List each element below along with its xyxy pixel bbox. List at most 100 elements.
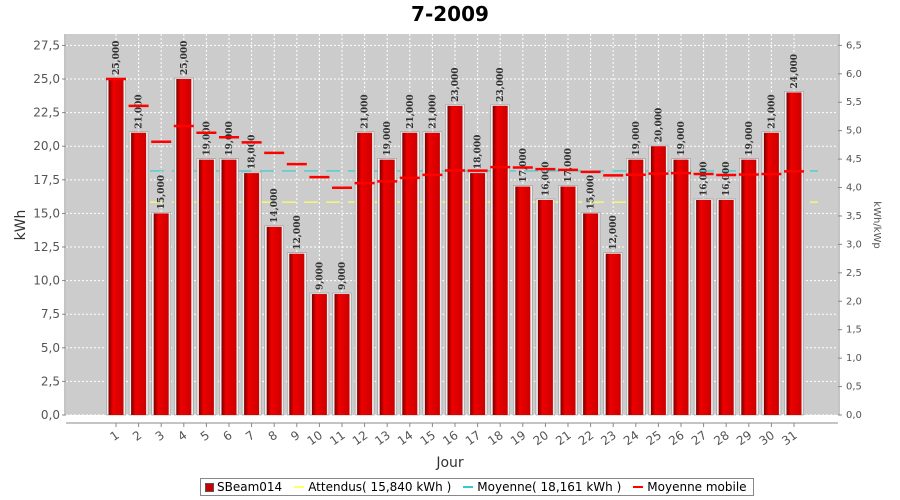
y-axis-right: 0,0 0,5 1,0 1,5 2,0 2,5 3,0 3,5 4,0 4,5 5,0 5,5 6,0 6…: [838, 34, 862, 421]
moving-average: [106, 77, 804, 189]
y2-tick-label: 1,5: [846, 325, 862, 336]
bar-value-label: 9,000: [338, 262, 348, 290]
bar-value-label: 12,000: [293, 215, 303, 249]
bar-value-label: 16,000: [722, 162, 732, 196]
bar-value-label: 18,000: [474, 135, 484, 169]
legend-label: SBeam014: [217, 480, 283, 494]
x-tick-label: 15: [418, 428, 439, 448]
bar: [289, 253, 305, 415]
bar-value-label: 19,000: [677, 121, 687, 155]
y2-tick-label: 6,0: [846, 69, 862, 80]
legend-label: Attendus( 15,840 kWh ): [308, 480, 452, 494]
bar: [492, 105, 508, 415]
x-tick-label: 11: [327, 428, 348, 448]
x-tick-label: 16: [440, 428, 461, 448]
bar: [560, 186, 576, 415]
bar: [266, 226, 282, 415]
x-tick-label: 13: [372, 428, 393, 448]
legend-swatch: [463, 486, 474, 488]
y2-tick-label: 3,5: [846, 211, 862, 222]
y2-tick-label: 2,5: [846, 268, 862, 279]
bar-value-label: 16,000: [700, 162, 710, 196]
bar: [108, 79, 124, 415]
x-tick-label: 10: [305, 428, 326, 448]
bar: [131, 132, 147, 415]
bar: [673, 159, 689, 415]
y-tick-label: 0,0: [41, 408, 60, 422]
bar-value-label: 23,000: [496, 67, 506, 101]
bar: [379, 159, 395, 415]
bar-value-label: 9,000: [315, 262, 325, 290]
bar-value-label: 18,000: [248, 135, 258, 169]
x-tick-label: 21: [553, 428, 574, 448]
y-tick-label: 15,0: [33, 206, 60, 220]
legend-item: Attendus( 15,840 kWh ): [294, 480, 451, 494]
bar-value-label: 25,000: [180, 41, 190, 75]
x-tick-label: 30: [757, 428, 778, 448]
bar-value-label: 21,000: [135, 94, 145, 128]
y2-tick-label: 1,0: [846, 353, 862, 364]
legend-label: Moyenne mobile: [647, 480, 747, 494]
y2-tick-label: 3,0: [846, 239, 862, 250]
bar-value-label: 19,000: [745, 121, 755, 155]
y2-tick-label: 4,0: [846, 183, 862, 194]
legend-swatch: [294, 486, 305, 488]
bar: [334, 294, 350, 415]
x-tick-label: 20: [531, 428, 552, 448]
x-tick-label: 8: [266, 428, 280, 444]
chart-title: 7-2009: [411, 2, 489, 26]
y2-tick-label: 6,5: [846, 40, 862, 51]
y-tick-label: 20,0: [33, 139, 60, 153]
x-tick-label: 3: [153, 428, 167, 444]
bar-value-label: 15,000: [587, 175, 597, 209]
bar-value-label: 23,000: [451, 67, 461, 101]
x-tick-label: 26: [666, 428, 687, 448]
y-tick-label: 10,0: [33, 274, 60, 288]
bar: [763, 132, 779, 415]
bar-value-label: 15,000: [157, 175, 167, 209]
y2-axis-title: kWh/kWp: [871, 201, 882, 248]
legend: SBeam014 Attendus( 15,840 kWh ) Moyenne( 1…: [200, 478, 754, 496]
y-tick-label: 27,5: [33, 38, 60, 52]
y2-tick-label: 4,5: [846, 154, 862, 165]
x-tick-label: 12: [350, 428, 371, 448]
x-tick-label: 19: [508, 428, 529, 448]
bar: [537, 199, 553, 415]
x-tick-label: 25: [644, 428, 665, 448]
x-tick-label: 6: [220, 428, 234, 444]
x-axis-title: Jour: [435, 455, 464, 471]
x-axis: 1 2 3 4 5 6 7 8 9 10 11 12 13 14 15 16 17 18 19 20 21 22 23 24 2…: [66, 422, 838, 448]
y2-tick-label: 5,0: [846, 126, 862, 137]
x-tick-label: 9: [288, 428, 302, 444]
bar-value-label: 17,000: [564, 148, 574, 182]
y2-tick-label: 5,5: [846, 97, 862, 108]
bar-value-label: 19,000: [632, 121, 642, 155]
bar: [447, 105, 463, 415]
x-tick-label: 14: [395, 428, 416, 448]
x-tick-label: 24: [621, 428, 642, 448]
legend-label: Moyenne( 18,161 kWh ): [477, 480, 622, 494]
bar-value-label: 19,000: [202, 121, 212, 155]
bar: [221, 159, 237, 415]
bar-value-label: 21,000: [406, 94, 416, 128]
bar: [424, 132, 440, 415]
bar-value-label: 19,000: [383, 121, 393, 155]
bar-value-label: 17,000: [519, 148, 529, 182]
y2-tick-label: 0,5: [846, 382, 862, 393]
bar: [583, 213, 599, 415]
bar: [605, 253, 621, 415]
bar: [176, 79, 192, 415]
bar: [198, 159, 214, 415]
bar-value-label: 25,000: [112, 41, 122, 75]
bar-value-label: 20,000: [654, 108, 664, 142]
bar-value-label: 16,000: [541, 162, 551, 196]
y-tick-label: 25,0: [33, 72, 60, 86]
bar: [357, 132, 373, 415]
y2-tick-label: 0,0: [846, 410, 862, 421]
x-tick-label: 29: [734, 428, 755, 448]
legend-item: SBeam014: [205, 480, 282, 494]
x-tick-label: 22: [576, 428, 597, 448]
x-tick-label: 7: [243, 428, 257, 444]
y-axis-left: 0,0 2,5 5,0 7,5 10,0 12,5 15,0 17,5 20,0 22,5 25,0…: [33, 34, 66, 422]
legend-item: Moyenne( 18,161 kWh ): [463, 480, 621, 494]
